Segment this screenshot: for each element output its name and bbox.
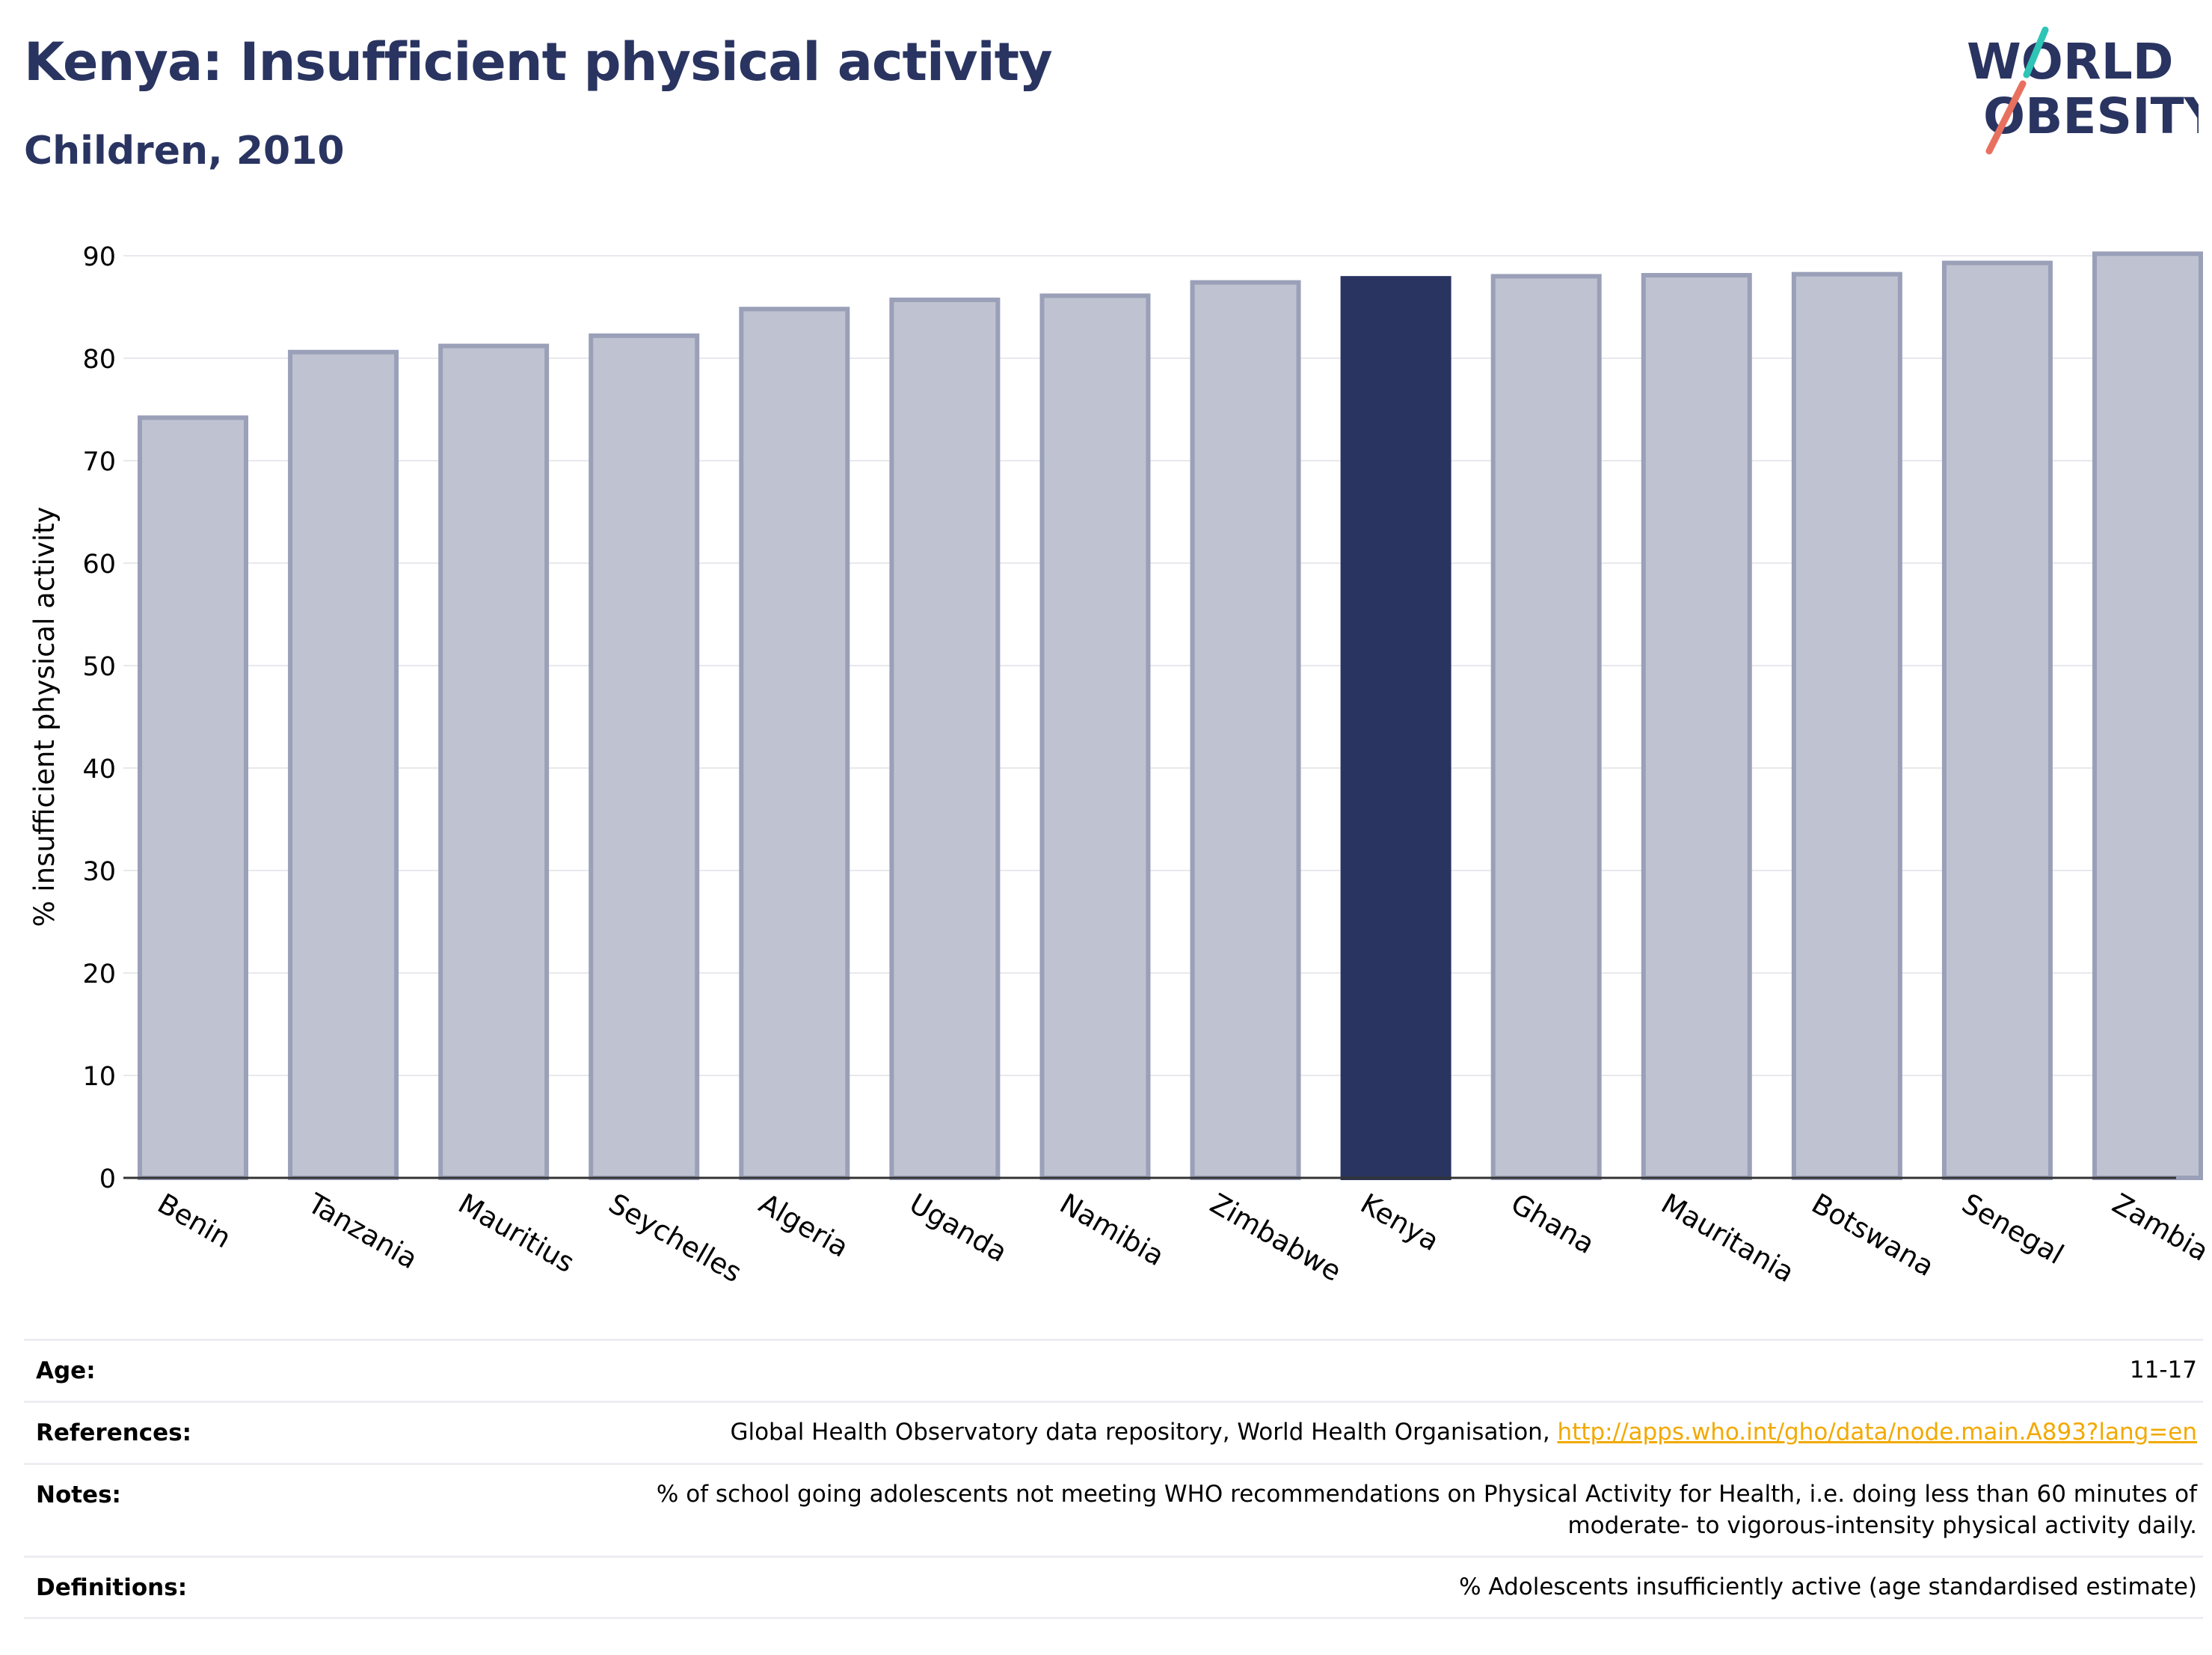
logo-slash-top: [2023, 26, 2049, 79]
logo-line1: WORLD: [1967, 33, 2174, 90]
y-tick-label: 80: [82, 345, 116, 375]
bar-senegal: [1941, 260, 2053, 1181]
y-tick-label: 70: [82, 447, 116, 477]
y-tick-label: 30: [82, 857, 116, 887]
notes-value: % of school going adolescents not meetin…: [657, 1479, 2197, 1541]
bar-seychelles: [589, 333, 700, 1180]
x-tick-label: Botswana: [1806, 1188, 1939, 1283]
x-tick-label: Tanzania: [302, 1187, 423, 1275]
y-tick-label: 20: [82, 959, 116, 989]
bar-chart: 0 10 20 30 40 50 60 70 80 90 Benin Tanzania Mauriti…: [28, 242, 2212, 1289]
bar-ghana: [1490, 274, 1602, 1180]
notes-line2: moderate- to vigorous-intensity physical…: [1567, 1512, 2197, 1539]
x-tick-label: Uganda: [904, 1188, 1013, 1269]
x-tick-label: Seychelles: [603, 1188, 747, 1289]
x-tick-labels: Benin Tanzania Mauritius Seychelles Algeria U…: [153, 1187, 2212, 1289]
references-text: Global Health Observatory data repositor…: [730, 1419, 1558, 1446]
notes-label: Notes:: [36, 1481, 121, 1508]
x-tick-label: Zimbabwe: [1205, 1188, 1347, 1288]
y-axis-label: % insufficient physical activity: [28, 506, 61, 927]
x-tick-label: Namibia: [1054, 1188, 1170, 1273]
y-tick-label: 0: [99, 1164, 116, 1194]
y-tick-label: 90: [82, 242, 116, 272]
divider: [24, 1463, 2203, 1465]
references-label: References:: [36, 1419, 192, 1446]
x-tick-label: Algeria: [754, 1188, 854, 1264]
bar-kenya: [1340, 276, 1451, 1180]
notes-line1: % of school going adolescents not meetin…: [656, 1481, 2197, 1508]
bars: [138, 251, 2203, 1181]
bar-uganda: [889, 297, 1001, 1180]
x-tick-label: Senegal: [1956, 1188, 2068, 1271]
bar-tanzania: [288, 349, 399, 1180]
bar-benin: [138, 415, 248, 1180]
y-tick-label: 50: [82, 652, 116, 682]
x-tick-label: Zambia: [2107, 1188, 2212, 1268]
y-tick-label: 10: [82, 1062, 116, 1092]
references-value: Global Health Observatory data repositor…: [730, 1416, 2197, 1448]
age-label: Age:: [36, 1357, 96, 1384]
bar-algeria: [739, 307, 850, 1180]
age-value: 11-17: [2129, 1357, 2197, 1384]
x-tick-label: Ghana: [1505, 1188, 1600, 1261]
bar-mauritania: [1641, 273, 1752, 1180]
x-tick-label: Mauritania: [1656, 1188, 1799, 1289]
definitions-label: Definitions:: [36, 1574, 188, 1601]
y-tick-label: 40: [82, 755, 116, 784]
references-link[interactable]: http://apps.who.int/gho/data/node.main.A…: [1557, 1419, 2197, 1446]
definitions-value: % Adolescents insufficiently active (age…: [1459, 1573, 2197, 1600]
x-tick-label: Kenya: [1355, 1188, 1445, 1258]
divider: [24, 1556, 2203, 1558]
bar-mauritius: [438, 343, 550, 1180]
logo-slash-bottom: [1985, 80, 2027, 155]
divider: [24, 1617, 2203, 1619]
x-tick-label: Benin: [153, 1188, 237, 1255]
world-obesity-logo: WORLD OBESITY: [1967, 26, 2199, 155]
bar-botswana: [1791, 271, 1902, 1180]
info-table: Age: 11-17 References: Global Health Obs…: [24, 1339, 2203, 1638]
bar-zimbabwe: [1190, 280, 1301, 1180]
page-subtitle: Children, 2010: [24, 129, 345, 174]
y-tick-label: 60: [82, 550, 116, 580]
divider: [24, 1401, 2203, 1403]
divider: [24, 1339, 2203, 1341]
x-tick-label: Mauritius: [453, 1188, 580, 1280]
bar-zambia: [2092, 251, 2203, 1180]
page-title: Kenya: Insufficient physical activity: [24, 31, 1053, 93]
y-tick-labels: 0 10 20 30 40 50 60 70 80 90: [82, 242, 116, 1194]
bar-namibia: [1039, 293, 1151, 1180]
